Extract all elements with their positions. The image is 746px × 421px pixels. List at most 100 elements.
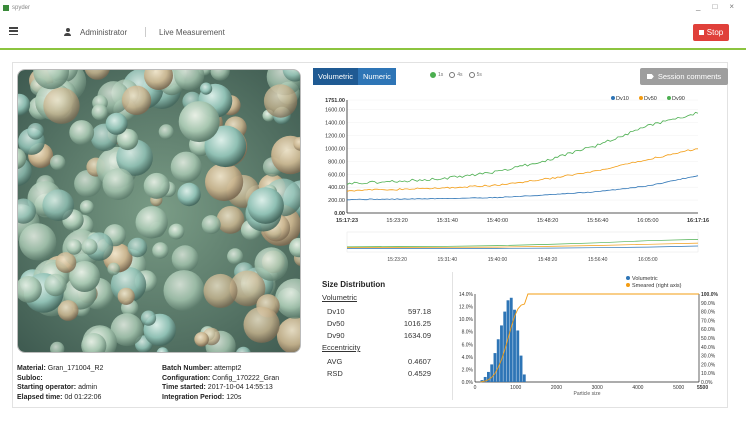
app-logo-icon <box>3 5 9 11</box>
session-comments-button[interactable]: Session comments <box>640 68 728 85</box>
started-value: 2017-10-04 14:55:13 <box>207 384 273 391</box>
particle <box>57 300 79 321</box>
y-tick-label: 1400.00 <box>325 121 345 127</box>
maximize-icon[interactable]: □ <box>712 2 718 11</box>
particle <box>81 238 98 255</box>
rsd-value: 0.4529 <box>408 369 431 378</box>
particle <box>276 316 300 352</box>
particle <box>174 70 205 91</box>
particle <box>170 151 202 183</box>
x-tick-label: 15:23:20 <box>386 218 407 224</box>
navigator-tick-label: 15:48:20 <box>538 257 558 263</box>
tab-volumetric[interactable]: Volumetric <box>313 68 359 85</box>
legend-marker <box>626 283 630 287</box>
particle <box>79 200 94 215</box>
left-y-tick-label: 0.0% <box>462 380 474 386</box>
stop-button[interactable]: Stop <box>693 24 729 41</box>
dv10-value: 597.18 <box>408 307 431 316</box>
particle <box>50 341 65 352</box>
config-value: Config_170222_Gran <box>212 374 280 382</box>
minimize-icon[interactable]: _ <box>696 2 701 11</box>
dv10-row: Dv10 597.18 <box>327 307 431 316</box>
session-comments-label: Session comments <box>657 72 722 81</box>
right-y-tick-label: 0.0% <box>701 380 713 386</box>
particle <box>143 172 170 199</box>
histogram-bar <box>519 355 523 382</box>
interval-radios: 1s 4s 5s <box>430 72 482 78</box>
tab-numeric[interactable]: Numeric <box>358 68 396 85</box>
particle <box>55 252 77 273</box>
histogram-bar <box>493 353 497 382</box>
series-line-dv90 <box>346 111 699 185</box>
particle <box>243 306 280 343</box>
particle <box>158 124 174 140</box>
histogram-bar <box>509 297 513 382</box>
eccentricity-heading: Eccentricity <box>322 343 361 352</box>
series-line-dv50 <box>346 148 699 192</box>
particle <box>18 148 27 170</box>
y-tick-label: 800.00 <box>328 159 345 165</box>
particle <box>168 223 185 240</box>
batch-label: Batch Number: <box>162 365 213 372</box>
stop-icon <box>698 30 704 35</box>
volumetric-heading: Volumetric <box>322 293 358 302</box>
size-distribution-panel: Size Distribution Volumetric Dv10 597.18 … <box>313 272 443 400</box>
tag-icon <box>646 74 654 79</box>
y-tick-label: 1600.00 <box>325 108 345 114</box>
toolbar-divider <box>145 27 146 37</box>
particle <box>178 101 220 143</box>
particle <box>227 248 244 265</box>
particle <box>33 70 69 90</box>
x-tick-label: 0 <box>474 385 477 391</box>
histogram-bar <box>506 300 510 382</box>
x-tick-label: 2000 <box>551 385 562 391</box>
radio-label: 5s <box>476 72 482 78</box>
particle <box>44 273 67 297</box>
radio-interval-2[interactable]: 4s <box>449 72 463 78</box>
legend-marker <box>667 96 671 100</box>
particle <box>204 125 247 168</box>
particle <box>66 239 82 255</box>
particle <box>171 245 199 273</box>
size-distribution-title: Size Distribution <box>322 280 386 289</box>
avg-label: AVG <box>327 357 343 366</box>
x-tick-label: 1000 <box>510 385 521 391</box>
particle <box>102 168 135 200</box>
particle <box>50 154 66 171</box>
radio-dot-icon <box>449 72 456 78</box>
right-y-tick-label: 30.0% <box>701 354 716 360</box>
legend-marker <box>626 276 630 280</box>
left-y-tick-label: 4.0% <box>462 355 474 361</box>
particle <box>216 206 245 234</box>
particle <box>117 287 135 305</box>
particle <box>263 84 298 118</box>
right-y-tick-label: 80.0% <box>701 310 716 316</box>
radio-interval-3[interactable]: 5s <box>468 72 482 78</box>
x-tick-label: 3000 <box>592 385 603 391</box>
histogram-bar <box>487 371 490 382</box>
legend-label: Volumetric <box>632 276 658 282</box>
rsd-row: RSD 0.4529 <box>327 369 431 378</box>
elapsed-label: Elapsed time: <box>17 393 63 401</box>
dv90-label: Dv90 <box>327 331 345 340</box>
histogram-panel: Volumetric Smeared (right axis) 14.0% 12.0%… <box>452 272 728 400</box>
particle <box>229 270 266 307</box>
stop-button-label: Stop <box>706 28 724 37</box>
operator-label: Starting operator: <box>17 384 77 391</box>
close-icon[interactable]: × <box>729 2 734 11</box>
dv50-row: Dv50 1016.25 <box>327 319 431 328</box>
particle <box>91 104 108 121</box>
radio-dot-icon <box>468 72 475 78</box>
radio-interval-1[interactable]: 1s <box>430 72 443 78</box>
particle <box>203 273 238 308</box>
left-y-tick-label: 2.0% <box>462 367 474 373</box>
particle <box>210 70 230 81</box>
particle <box>19 223 57 261</box>
user-name[interactable]: Administrator <box>80 28 128 37</box>
view-title: Live Measurement <box>159 28 225 37</box>
left-y-tick-label: 10.0% <box>459 317 474 323</box>
navigator-tick-label: 15:23:20 <box>387 257 407 263</box>
particle <box>84 70 110 80</box>
hamburger-menu-icon[interactable] <box>9 27 18 35</box>
particle <box>127 237 148 258</box>
